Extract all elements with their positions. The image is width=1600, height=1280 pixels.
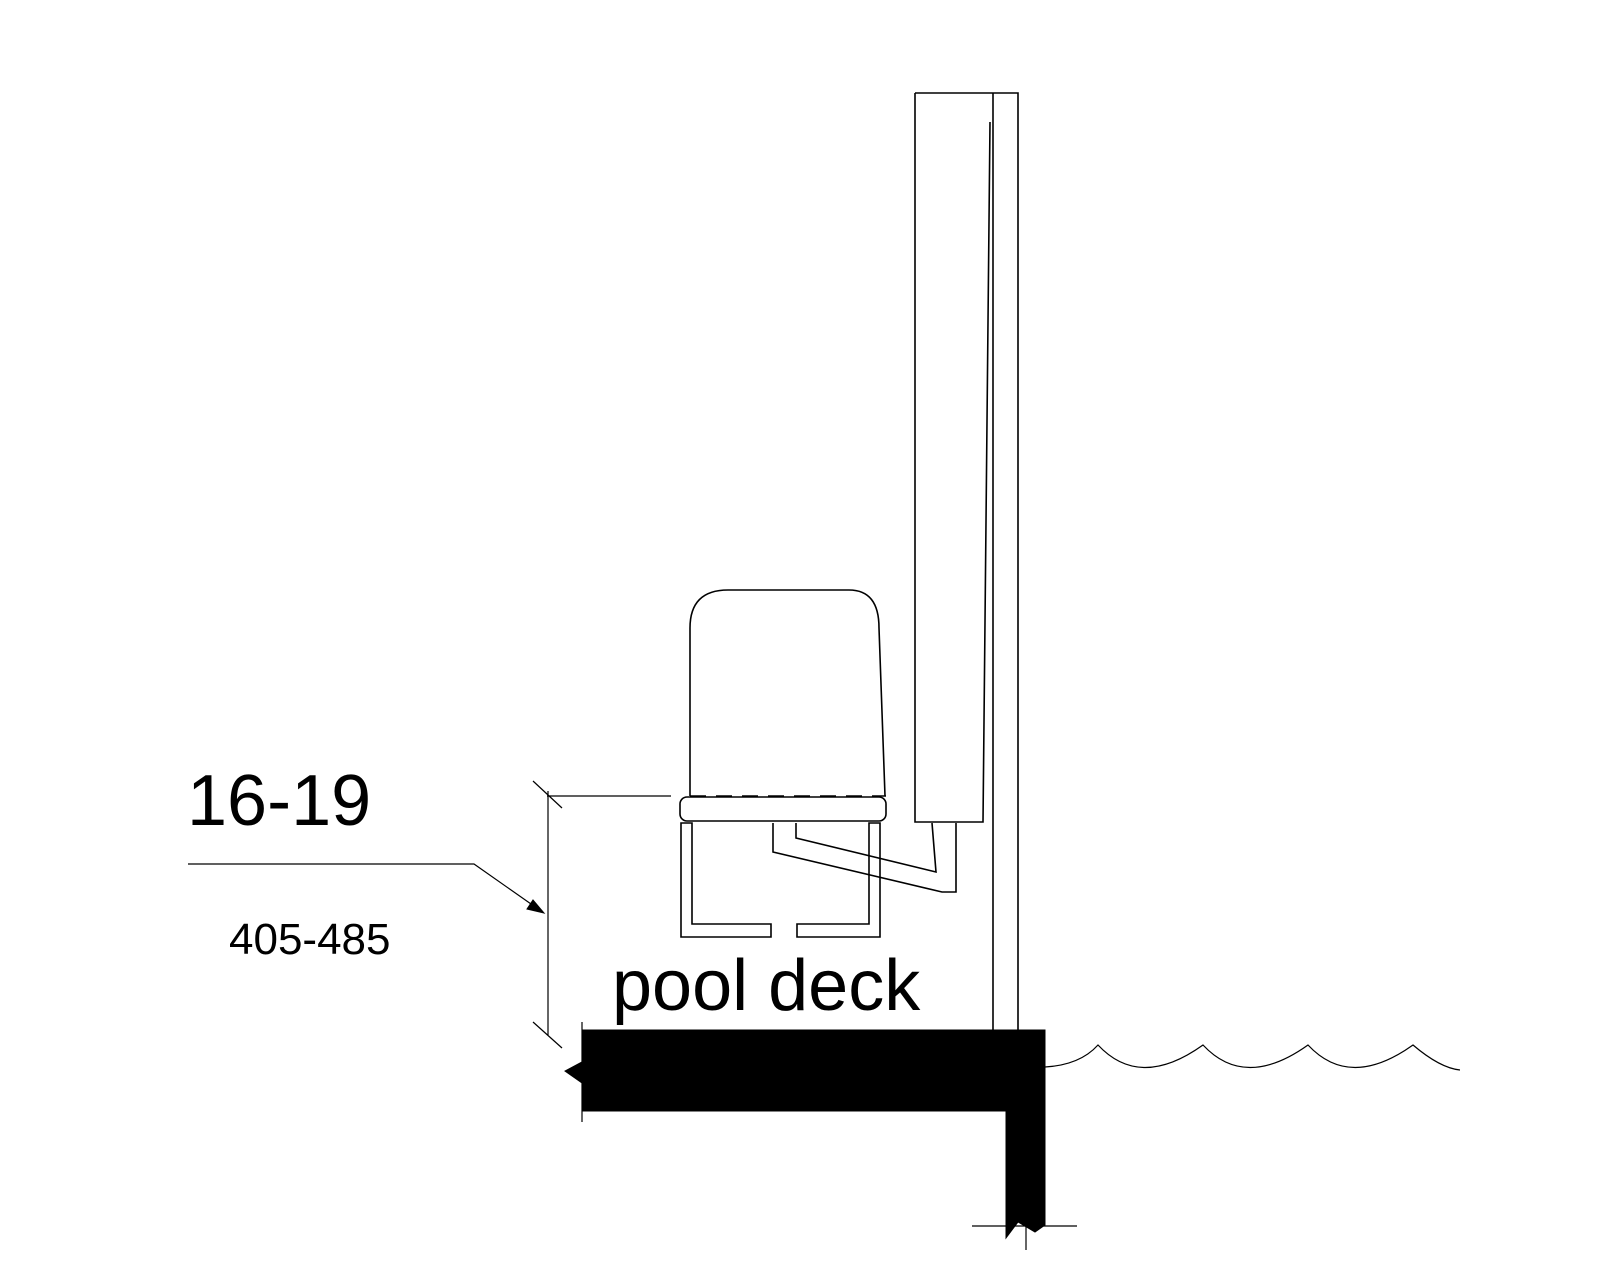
lift-mast bbox=[914, 92, 1019, 1030]
water-surface bbox=[1044, 1044, 1461, 1071]
seat-cushion bbox=[679, 796, 887, 822]
seat-back bbox=[689, 589, 886, 797]
dimension-mm-label: 405-485 bbox=[229, 915, 390, 964]
pool-deck-slab bbox=[564, 1029, 1046, 1240]
seat-frame bbox=[680, 822, 881, 938]
dimension-inches-label: 16-19 bbox=[187, 761, 371, 841]
dimension-leader bbox=[188, 863, 546, 914]
support-bracket bbox=[772, 822, 957, 893]
pool-deck-label: pool deck bbox=[612, 946, 921, 1026]
dimension-line bbox=[532, 780, 563, 1049]
